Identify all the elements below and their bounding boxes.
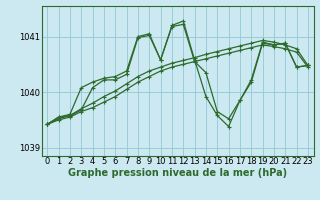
- X-axis label: Graphe pression niveau de la mer (hPa): Graphe pression niveau de la mer (hPa): [68, 168, 287, 178]
